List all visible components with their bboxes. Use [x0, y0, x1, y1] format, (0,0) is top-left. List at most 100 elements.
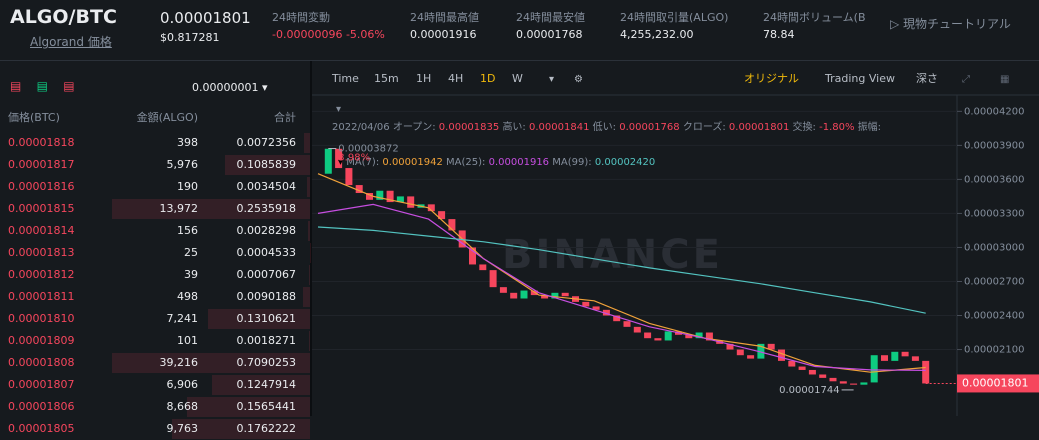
order-cell: 0.1085839	[237, 154, 297, 176]
depth-bar	[309, 265, 310, 285]
precision[interactable]: 0.00000001 ▾	[192, 81, 268, 94]
ma-legend: ▾ MA(7): 0.00001942 MA(25): 0.00001916 M…	[338, 157, 655, 168]
info-value: 0.00001801	[729, 122, 789, 133]
y-tick-label: 0.00003900	[964, 140, 1024, 151]
info-key: 高い:	[502, 120, 525, 133]
order-cell: 398	[177, 132, 198, 154]
order-price: 0.00001807	[8, 374, 74, 396]
tutorial-text[interactable]: 現物チュートリアル	[903, 17, 1011, 31]
interval[interactable]: 15m	[374, 72, 399, 85]
candle	[809, 370, 816, 375]
view-option[interactable]: Trading View	[824, 72, 895, 85]
column-header: 金額(ALGO)	[137, 109, 198, 125]
order-cell: 25	[184, 242, 198, 264]
y-tick-label: 0.00004200	[964, 106, 1024, 117]
stat-label: 24時間最高値	[410, 9, 479, 25]
order-cell: 0.0007067	[237, 264, 297, 286]
candle	[891, 352, 898, 361]
info-key: 交換:	[793, 120, 816, 133]
order-price: 0.00001818	[8, 132, 74, 154]
order-cell: 0.1565441	[237, 396, 297, 418]
view-option[interactable]: 深さ	[916, 72, 938, 85]
order-cell: 5,976	[167, 154, 199, 176]
info-key: オープン:	[393, 121, 436, 133]
last-price-label: 0.00001801	[962, 376, 1028, 389]
watermark: BINANCE	[502, 232, 723, 278]
candle	[644, 333, 651, 339]
candle	[840, 381, 847, 383]
info-key: クローズ:	[683, 120, 726, 133]
depth-bar	[309, 331, 310, 351]
candle	[562, 293, 569, 296]
candle	[902, 352, 909, 357]
stat-value: -0.00000096 -5.06%	[272, 28, 385, 41]
candle	[922, 361, 929, 384]
y-tick-label: 0.00002400	[964, 311, 1024, 322]
info-key: 2022/04/06	[332, 122, 390, 133]
interval[interactable]: Time	[331, 72, 359, 85]
interval[interactable]: 4H	[448, 72, 463, 85]
view-option[interactable]: オリジナル	[744, 72, 799, 85]
order-cell: 0.0028298	[237, 220, 297, 242]
candle	[819, 374, 826, 377]
interval[interactable]: W	[512, 72, 523, 85]
ma-value: 0.00001916	[489, 157, 549, 168]
precision-value[interactable]: 0.00000001	[192, 81, 258, 94]
order-price: 0.00001805	[8, 418, 74, 440]
grid-icon: ▦	[1000, 74, 1009, 85]
order-price: 0.00001811	[8, 286, 74, 308]
candle	[850, 384, 857, 385]
info-value: 0.00001768	[619, 122, 679, 133]
low-label: 0.00001744	[779, 385, 839, 396]
order-price: 0.00001810	[8, 308, 74, 330]
candle	[778, 350, 785, 361]
stat-label: 24時間変動	[272, 9, 330, 25]
high-pct: 3.98%	[338, 153, 370, 164]
info-key: 振幅:	[858, 120, 881, 133]
ma-name: MA(99):	[552, 157, 591, 168]
order-price: 0.00001809	[8, 330, 74, 352]
order-cell: 39,216	[160, 352, 199, 374]
y-tick-label: 0.00003000	[964, 242, 1024, 253]
candle	[747, 355, 754, 358]
candle	[490, 270, 497, 287]
candle	[881, 355, 888, 361]
info-value: -1.80%	[819, 122, 854, 133]
stat-value: 78.84	[763, 28, 795, 41]
order-cell: 0.7090253	[237, 352, 297, 374]
collapse-icon: ▾	[336, 104, 341, 115]
candle	[407, 196, 414, 207]
dropdown-icon[interactable]: ▾	[549, 74, 554, 85]
interval[interactable]: 1D	[480, 72, 495, 85]
order-cell: 9,763	[167, 418, 199, 440]
order-cell: 8,668	[167, 396, 199, 418]
candle	[799, 367, 806, 370]
tutorial[interactable]: ▷ 現物チュートリアル	[890, 15, 1011, 32]
depth-bar	[308, 221, 310, 241]
candle	[582, 302, 589, 307]
settings-icon[interactable]: ⚙	[574, 74, 583, 85]
order-cell: 0.0034504	[237, 176, 297, 198]
info-value: 0.00001835	[439, 122, 499, 133]
page: ALGO/BTC Algorand 価格 0.00001801 $0.81728…	[0, 0, 1039, 416]
candle	[860, 382, 867, 384]
candle	[624, 321, 631, 327]
y-tick-label: 0.00003300	[964, 208, 1024, 219]
y-tick-label: 0.00002700	[964, 276, 1024, 287]
layout-icons[interactable]: ▤ ▤ ▤	[10, 79, 75, 93]
order-cell: 190	[177, 176, 198, 198]
order-cell: 13,972	[160, 198, 199, 220]
order-cell: 0.1247914	[237, 374, 297, 396]
candle	[654, 338, 661, 340]
order-cell: 498	[177, 286, 198, 308]
coin-link[interactable]: Algorand 価格	[30, 33, 112, 50]
interval[interactable]: 1H	[416, 72, 431, 85]
candle	[345, 168, 352, 185]
